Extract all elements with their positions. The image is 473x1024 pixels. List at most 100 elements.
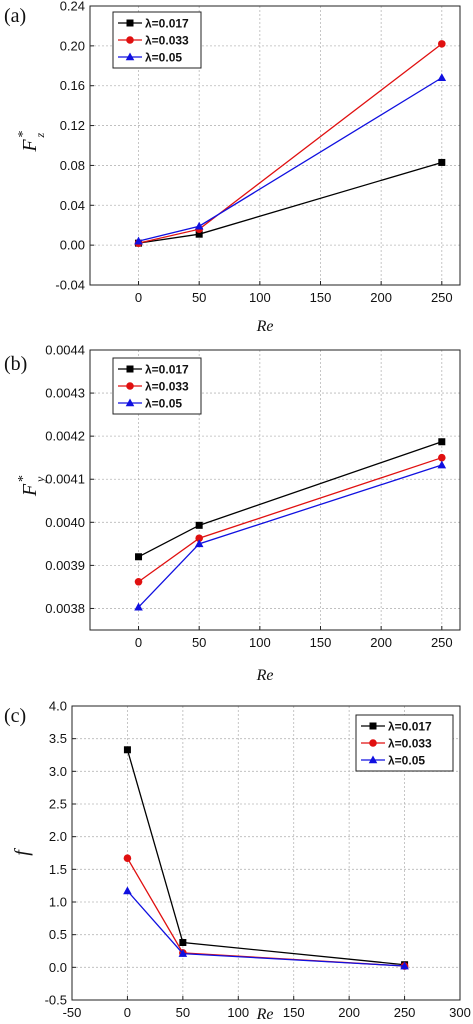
- legend-label: λ=0.05: [145, 397, 182, 411]
- data-point: [400, 961, 409, 970]
- data-point: [194, 539, 204, 548]
- panel-label: (a): [4, 5, 26, 27]
- series-line-2: [138, 457, 443, 583]
- x-tick-label: 100: [249, 290, 271, 305]
- series-line-3: [138, 464, 443, 608]
- panel-label: (b): [4, 353, 27, 375]
- x-tick-label: -50: [63, 1005, 82, 1020]
- legend-label: λ=0.033: [145, 380, 189, 394]
- chart-panel-3: -50 0 50 100 150 200 250 300 -0.5 0.0 0.5 1.0 1.5 2.0…: [4, 699, 471, 1024]
- x-tick-label: 100: [249, 635, 271, 650]
- y-tick-label: 1.0: [49, 895, 67, 910]
- legend-marker: [126, 382, 134, 390]
- x-tick-label: 0: [124, 1005, 131, 1020]
- y-tick-label: 4.0: [49, 699, 67, 714]
- y-tick-label: 0.0: [49, 960, 67, 975]
- y-axis-label-subscript: y: [33, 476, 47, 483]
- series-line-1: [138, 161, 442, 244]
- plot-frame: [71, 705, 461, 1001]
- x-tick-label: 250: [394, 1005, 416, 1020]
- x-axis-label: Re: [256, 318, 274, 335]
- data-point: [134, 236, 143, 245]
- y-tick-label: 0.5: [49, 927, 67, 942]
- data-point: [134, 602, 143, 611]
- legend-label: λ=0.017: [145, 363, 189, 377]
- data-point: [437, 73, 447, 82]
- data-point: [438, 40, 446, 48]
- x-tick-label: 200: [370, 635, 392, 650]
- y-tick-label: 0.0043: [45, 386, 85, 401]
- x-tick-label: 0: [135, 290, 142, 305]
- y-tick-label: 0.12: [60, 118, 85, 133]
- y-tick-label: 0.16: [60, 78, 85, 93]
- x-tick-label: 50: [192, 635, 206, 650]
- data-point: [123, 746, 131, 754]
- x-axis-label: Re: [256, 667, 274, 684]
- x-tick-label: 150: [310, 635, 332, 650]
- legend-label: λ=0.017: [145, 17, 189, 31]
- legend-marker: [126, 19, 134, 27]
- data-point: [135, 553, 143, 561]
- legend-marker: [369, 739, 377, 747]
- y-axis-label-superscript: *: [16, 475, 31, 482]
- y-axis-label: f: [11, 848, 33, 856]
- x-tick-label: 150: [310, 290, 332, 305]
- y-axis-label-text: F: [19, 139, 41, 153]
- y-tick-label: 0.0042: [45, 429, 85, 444]
- data-point: [195, 534, 203, 543]
- data-point: [123, 886, 132, 895]
- legend-label: λ=0.05: [388, 754, 425, 768]
- x-tick-label: 200: [370, 290, 392, 305]
- legend-marker: [125, 398, 135, 407]
- legend-marker: [126, 36, 134, 44]
- series-line-1: [126, 749, 405, 966]
- data-point: [438, 158, 446, 166]
- y-tick-label: 0.0044: [45, 343, 85, 358]
- x-tick-label: 250: [431, 290, 453, 305]
- legend-label: λ=0.033: [388, 737, 432, 751]
- x-tick-label: 150: [283, 1005, 305, 1020]
- series-line-2: [126, 857, 405, 967]
- y-tick-label: 0.24: [60, 0, 85, 14]
- legend: λ=0.017 λ=0.033 λ=0.05: [112, 357, 202, 415]
- y-tick-label: 2.0: [49, 829, 67, 844]
- x-tick-label: 250: [431, 635, 453, 650]
- legend-marker: [369, 722, 377, 730]
- y-tick-label: 0.0038: [45, 601, 85, 616]
- x-tick-label: 300: [449, 1005, 471, 1020]
- legend-marker: [368, 755, 378, 764]
- data-point: [437, 460, 447, 469]
- x-tick-label: 0: [135, 635, 142, 650]
- y-axis-label-superscript: *: [16, 131, 31, 138]
- y-axis-label: F* z: [16, 131, 47, 153]
- data-point: [195, 521, 203, 529]
- legend-label: λ=0.017: [388, 720, 432, 734]
- data-point: [179, 939, 187, 947]
- plot-frame: [89, 5, 461, 286]
- series-line-1: [138, 441, 443, 558]
- data-point: [123, 854, 132, 863]
- y-tick-label: 1.5: [49, 862, 67, 877]
- plot-frame: [89, 349, 461, 631]
- x-tick-label: 100: [227, 1005, 249, 1020]
- x-tick-label: 50: [176, 1005, 190, 1020]
- data-point: [195, 230, 203, 238]
- y-tick-label: 0.0040: [45, 515, 85, 530]
- legend: λ=0.017 λ=0.033 λ=0.05: [355, 714, 454, 772]
- data-point: [194, 221, 204, 230]
- panel-label: (c): [4, 705, 26, 727]
- legend-marker: [126, 365, 134, 373]
- y-tick-label: 0.00: [60, 238, 85, 253]
- y-axis-label-text: f: [11, 848, 33, 856]
- legend-label: λ=0.05: [145, 51, 182, 65]
- y-axis-label-text: F: [19, 483, 41, 497]
- chart-panel-2: 0 50 100 150 200 250 0.0038 0.0039 0.0040 0.0041 0…: [4, 343, 461, 684]
- data-point: [178, 949, 188, 957]
- y-tick-label: 0.08: [60, 158, 85, 173]
- chart-panel-1: 0 50 100 150 200 250 -0.04 0.00 0.04 0.08 0.12 0.16…: [4, 0, 461, 335]
- y-tick-label: 3.5: [49, 731, 67, 746]
- y-axis-label: F* y: [16, 475, 47, 497]
- legend-label: λ=0.033: [145, 34, 189, 48]
- y-tick-label: 0.04: [60, 198, 85, 213]
- y-tick-label: 2.5: [49, 797, 67, 812]
